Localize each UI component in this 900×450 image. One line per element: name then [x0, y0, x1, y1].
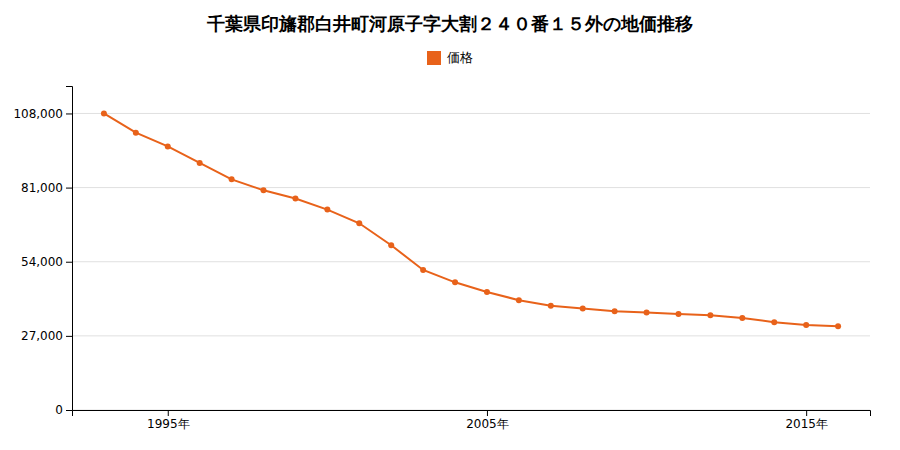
y-tick-mark	[66, 262, 72, 263]
marks	[101, 110, 841, 329]
marker	[612, 308, 618, 314]
marker	[516, 297, 522, 303]
marker	[548, 303, 554, 309]
x-axis: 1995年 2005年 2015年	[73, 410, 871, 431]
marker	[707, 312, 713, 318]
y-tick: 108,000	[13, 107, 72, 121]
x-tick-mark	[487, 410, 488, 416]
y-tick-label: 54,000	[21, 255, 63, 269]
marker	[292, 196, 298, 202]
title: 千葉県印旛郡白井町河原子字大割２４０番１５外の地価推移	[206, 13, 693, 34]
marker	[452, 279, 458, 285]
marker	[484, 289, 490, 295]
legend: 価格	[427, 50, 473, 65]
grid-line	[72, 187, 870, 188]
x-tick-label: 2005年	[466, 417, 509, 431]
marker	[739, 315, 745, 321]
y-tick-mark	[66, 188, 72, 189]
chart: 千葉県印旛郡白井町河原子字大割２４０番１５外の地価推移 1995年 2005年 201…	[0, 0, 900, 450]
grid	[72, 113, 870, 410]
marker	[420, 267, 426, 273]
y-tick-label: 0	[55, 403, 63, 417]
marker	[356, 220, 362, 226]
y-tick: 54,000	[21, 255, 72, 269]
grid-line	[72, 261, 870, 262]
marker	[675, 311, 681, 317]
marker	[771, 319, 777, 325]
marker	[197, 160, 203, 166]
marker	[261, 187, 267, 193]
y-axis-line	[66, 87, 73, 411]
y-tick-mark	[66, 410, 72, 411]
marker	[229, 176, 235, 182]
marker	[803, 322, 809, 328]
marker	[324, 207, 330, 213]
marker	[644, 310, 650, 316]
y-tick-mark	[66, 336, 72, 337]
legend-swatch	[427, 51, 441, 65]
x-tick-label: 2015年	[785, 417, 828, 431]
x-tick: 1995年	[147, 410, 190, 431]
x-tick: 2015年	[785, 410, 828, 431]
y-tick: 27,000	[21, 329, 72, 343]
marker	[388, 242, 394, 248]
marker	[101, 110, 107, 116]
y-tick: 0	[55, 403, 72, 417]
y-axis: 0 27,000 54,000 81,000 108,000	[13, 87, 72, 418]
y-tick-label: 27,000	[21, 329, 63, 343]
marker	[835, 323, 841, 329]
line	[104, 113, 838, 326]
grid-line	[72, 335, 870, 336]
x-tick: 2005年	[466, 410, 509, 431]
marker	[580, 305, 586, 311]
legend-item: 価格	[427, 50, 473, 65]
marker	[165, 143, 171, 149]
x-tick-mark	[806, 410, 807, 416]
y-tick-label: 81,000	[21, 181, 63, 195]
y-tick-mark	[66, 113, 72, 114]
x-tick-label: 1995年	[147, 417, 190, 431]
marker	[133, 130, 139, 136]
legend-label: 価格	[447, 50, 473, 65]
plot-area: 1995年 2005年 2015年 0 27,000 54,000 81,000 108,00…	[13, 87, 870, 431]
grid-line	[72, 113, 870, 114]
y-tick: 81,000	[21, 181, 72, 195]
x-axis-line	[73, 411, 871, 417]
x-tick-mark	[168, 410, 169, 416]
y-tick-label: 108,000	[13, 107, 63, 121]
